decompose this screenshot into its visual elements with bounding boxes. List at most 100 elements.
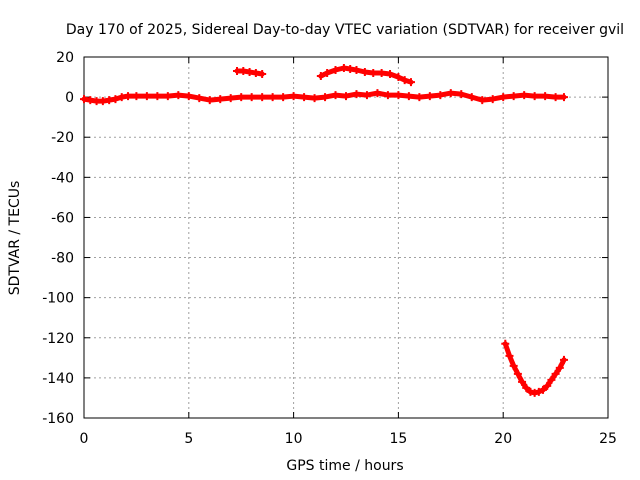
data-point <box>360 68 369 77</box>
data-point <box>539 385 548 394</box>
data-point <box>342 92 350 101</box>
data-point <box>373 89 382 98</box>
data-point <box>205 96 214 105</box>
data-point <box>543 381 552 390</box>
data-point <box>323 69 332 78</box>
data-point <box>195 94 204 103</box>
data-point <box>258 70 267 79</box>
data-point <box>394 73 403 82</box>
data-point <box>352 66 361 75</box>
data-point <box>279 93 288 102</box>
data-point <box>415 93 424 102</box>
x-tick-label: 25 <box>599 431 617 447</box>
data-point <box>362 91 371 100</box>
data-point <box>369 69 378 78</box>
data-point <box>251 69 260 78</box>
chart-title: Day 170 of 2025, Sidereal Day-to-day VTE… <box>66 22 624 38</box>
y-tick-label: 0 <box>65 90 74 106</box>
data-point <box>501 339 510 348</box>
data-point <box>216 95 225 104</box>
y-tick-label: -60 <box>51 210 74 226</box>
y-tick-label: -160 <box>42 411 74 427</box>
data-point <box>457 90 466 99</box>
data-point <box>534 387 543 396</box>
data-point <box>163 92 172 101</box>
data-point <box>518 377 527 386</box>
data-point <box>339 64 348 73</box>
y-tick-label: -40 <box>51 170 74 186</box>
data-point <box>86 96 95 105</box>
data-point <box>383 91 392 100</box>
data-point <box>331 91 340 100</box>
data-point <box>174 91 183 100</box>
plot-frame <box>83 56 609 419</box>
data-point <box>551 93 560 102</box>
y-tick-label: -80 <box>51 251 74 267</box>
data-point <box>111 95 120 104</box>
data-point <box>478 96 487 105</box>
data-point <box>509 92 518 101</box>
data-point <box>153 92 162 101</box>
data-point <box>513 369 522 378</box>
data-point <box>237 93 246 102</box>
data-point <box>446 89 455 98</box>
data-point <box>520 91 529 100</box>
data-point <box>551 369 560 378</box>
y-tick-label: -120 <box>42 331 74 347</box>
data-point <box>400 76 409 85</box>
data-point <box>559 93 568 102</box>
data-point <box>505 351 514 360</box>
y-tick-label: 20 <box>56 50 74 66</box>
data-point <box>386 70 395 79</box>
data-point <box>268 93 277 102</box>
data-point <box>310 94 319 103</box>
data-point <box>239 67 248 76</box>
data-point <box>98 97 107 106</box>
x-tick-label: 10 <box>285 431 303 447</box>
data-point <box>132 92 141 101</box>
data-point <box>555 363 564 372</box>
x-tick-label: 20 <box>494 431 512 447</box>
x-tick-label: 0 <box>80 431 89 447</box>
data-point <box>289 92 298 101</box>
data-point <box>394 91 403 100</box>
data-point <box>184 92 193 101</box>
data-point <box>331 66 340 75</box>
data-point <box>530 388 539 397</box>
data-point <box>541 92 550 101</box>
data-point <box>547 375 556 384</box>
data-point <box>316 72 325 81</box>
data-point <box>499 93 508 102</box>
data-point <box>488 95 497 104</box>
data-point <box>300 93 309 102</box>
data-point <box>406 78 415 87</box>
data-point <box>247 93 256 102</box>
y-tick-label: -140 <box>42 371 74 387</box>
axes <box>83 56 609 419</box>
data-point <box>530 92 539 101</box>
x-tick-label: 5 <box>184 431 193 447</box>
grid <box>84 57 608 418</box>
data-point <box>404 92 413 101</box>
y-tick-label: -20 <box>51 130 74 146</box>
data-point <box>425 92 434 101</box>
data-point <box>117 93 126 102</box>
data-point <box>245 68 254 77</box>
data-point <box>522 383 531 392</box>
data-point <box>142 92 151 101</box>
data-point <box>226 94 235 103</box>
data-point <box>124 92 133 101</box>
data-point <box>258 93 267 102</box>
data-point <box>352 90 361 99</box>
data-point <box>559 355 568 364</box>
tick-labels: -160 -140 -120 -100 -80 -60 -40 -20 0 20 0 5 10 15 20 2… <box>42 50 617 447</box>
data-point <box>80 95 88 104</box>
data-point <box>346 65 355 74</box>
data-point <box>105 96 114 105</box>
data-point <box>377 69 386 78</box>
x-tick-label: 15 <box>389 431 407 447</box>
data-point <box>526 387 535 396</box>
data-point <box>321 93 330 102</box>
data-marks <box>80 64 568 397</box>
